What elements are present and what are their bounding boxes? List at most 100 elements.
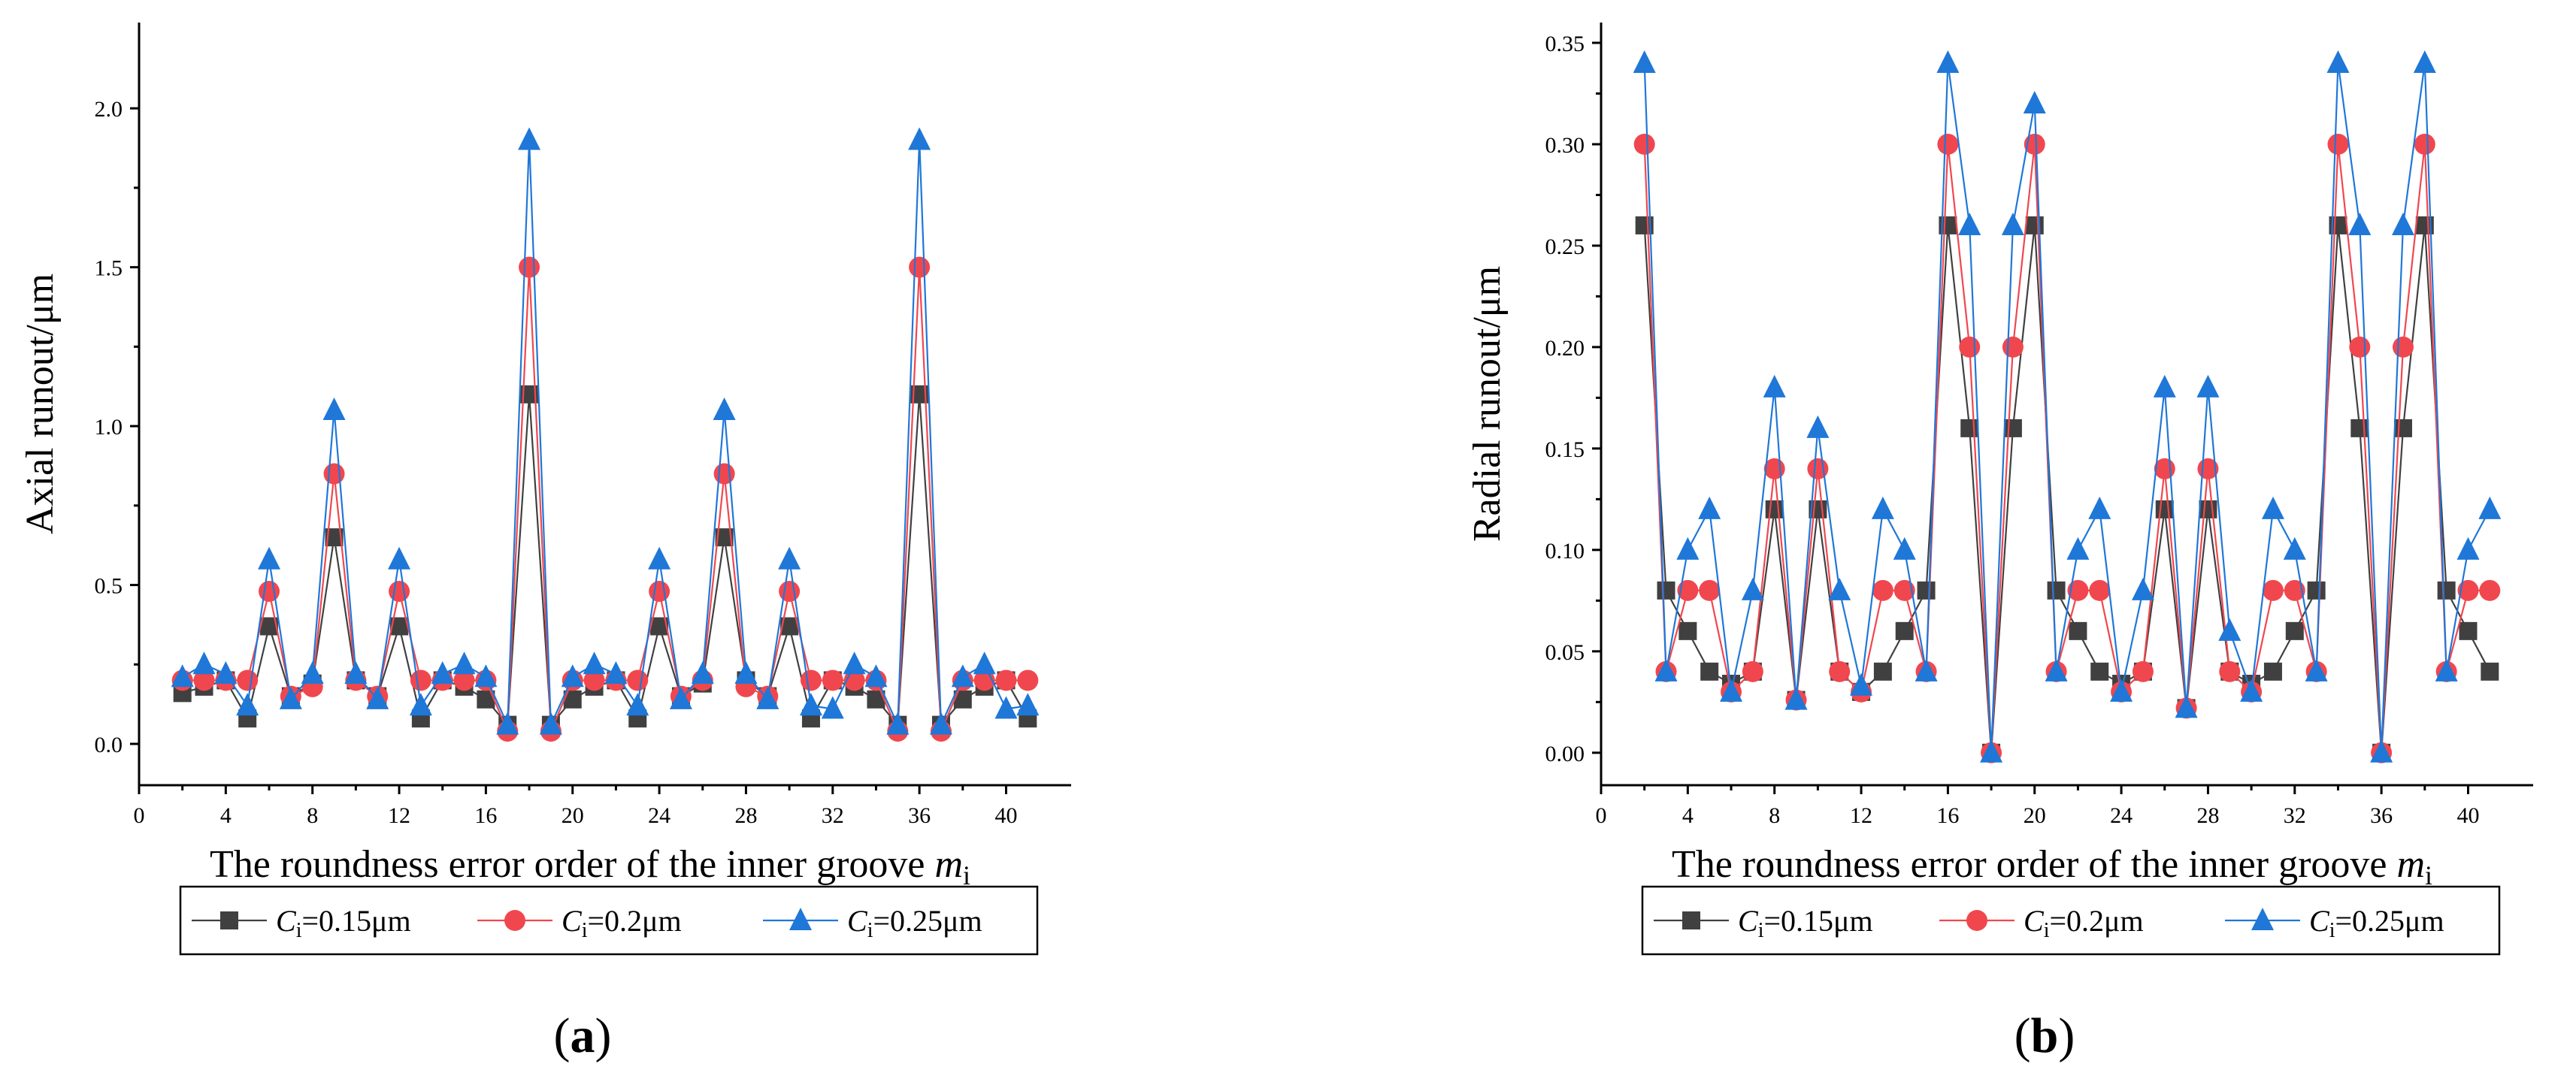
data-point-0 — [1895, 621, 1914, 640]
data-point-2 — [821, 696, 844, 719]
data-point-1 — [2067, 579, 2089, 601]
data-point-2 — [2240, 679, 2263, 702]
data-point-2 — [1698, 496, 1721, 519]
series-markers-0 — [1635, 216, 2499, 762]
data-point-2 — [2370, 739, 2393, 763]
legend-var: C — [1738, 904, 1759, 938]
data-point-1 — [519, 256, 540, 278]
legend-value: =0.25μm — [2335, 904, 2444, 938]
x-tick-label: 20 — [562, 803, 584, 828]
data-point-1 — [1017, 669, 1039, 691]
data-point-0 — [2481, 662, 2499, 681]
data-point-2 — [1806, 415, 1830, 438]
data-point-2 — [1741, 577, 1764, 600]
y-axis-title: Axial runout/μm — [19, 274, 62, 534]
data-point-1 — [995, 669, 1017, 691]
data-point-2 — [518, 127, 541, 150]
data-point-1 — [2392, 336, 2414, 358]
data-point-1 — [822, 669, 843, 691]
legend-var: C — [562, 904, 583, 938]
x-tick-label: 28 — [2196, 803, 2219, 828]
data-point-2 — [2066, 536, 2090, 560]
data-point-1 — [2327, 133, 2349, 155]
data-point-2 — [843, 651, 866, 675]
data-point-1 — [259, 581, 280, 603]
y-tick-label: 1.5 — [95, 256, 123, 281]
x-tick-label: 16 — [474, 803, 497, 828]
data-point-2 — [648, 546, 671, 570]
data-point-0 — [1960, 419, 1979, 437]
legend-var: C — [847, 904, 868, 938]
y-tick-label: 0.0 — [95, 733, 123, 757]
series-line-1 — [1643, 144, 2490, 753]
x-tick-label: 16 — [1936, 803, 1959, 828]
data-point-1 — [1959, 336, 1981, 358]
data-point-2 — [778, 546, 801, 570]
y-tick-label: 0.00 — [1545, 742, 1585, 766]
data-point-0 — [2459, 621, 2478, 640]
legend: Ci=0.15μm Ci=0.2μm Ci=0.25μm — [179, 885, 1039, 956]
legend-marker-1 — [1966, 910, 1987, 931]
series-line-2 — [1643, 62, 2491, 753]
data-point-2 — [626, 693, 649, 716]
y-tick-label: 0.15 — [1545, 437, 1585, 462]
data-point-2 — [2283, 536, 2306, 560]
data-point-1 — [713, 463, 735, 485]
data-point-2 — [756, 686, 779, 709]
data-point-2 — [1720, 679, 1743, 702]
legend-sub: i — [582, 919, 588, 942]
data-point-1 — [389, 581, 410, 603]
x-tick-label: 36 — [908, 803, 931, 828]
data-point-1 — [1829, 660, 1851, 682]
legend-var: C — [276, 904, 297, 938]
x-tick-label: 28 — [734, 803, 757, 828]
x-axis-title-text: The roundness error order of the inner g… — [210, 843, 935, 886]
data-point-1 — [2089, 579, 2111, 601]
legend-sub: i — [296, 919, 302, 942]
data-point-2 — [344, 660, 368, 684]
x-tick-label: 0 — [1596, 803, 1607, 828]
data-point-0 — [2285, 621, 2304, 640]
panel-b: 0 4 8 12 16 20 24 28 32 36 40 0.00 0.05 0.10 0.15 0.20 0… — [1466, 23, 2533, 1063]
data-point-2 — [2478, 496, 2502, 519]
y-axis-title: Radial runout/μm — [1466, 266, 1509, 542]
data-point-2 — [1893, 536, 1916, 560]
data-point-2 — [301, 660, 324, 684]
data-point-0 — [2350, 419, 2369, 437]
data-point-0 — [2437, 581, 2456, 600]
x-axis-title-sub: i — [2425, 860, 2432, 890]
data-point-2 — [951, 664, 974, 688]
data-point-2 — [192, 651, 216, 675]
data-point-2 — [2175, 695, 2198, 718]
data-point-2 — [214, 660, 238, 684]
x-tick-label: 0 — [134, 803, 145, 828]
legend-marker-2 — [2251, 908, 2274, 930]
legend-var: C — [2024, 904, 2045, 938]
panel-label-open: ( — [554, 1008, 571, 1063]
data-point-2 — [1936, 50, 1960, 73]
x-tick-label: 20 — [2024, 803, 2046, 828]
data-point-2 — [973, 651, 996, 675]
data-point-1 — [193, 669, 215, 691]
panel-label-letter: a — [571, 1008, 595, 1063]
y-tick-label: 0.35 — [1545, 32, 1585, 56]
data-point-2 — [474, 664, 498, 688]
data-point-2 — [453, 651, 476, 675]
legend-sub: i — [2044, 919, 2050, 942]
data-point-1 — [1893, 579, 1915, 601]
data-point-1 — [909, 256, 931, 278]
series-markers-2 — [1633, 50, 2502, 763]
x-axis-title-sub: i — [963, 860, 970, 890]
data-point-2 — [236, 693, 259, 716]
x-tick-label: 32 — [2284, 803, 2306, 828]
data-point-2 — [2456, 536, 2480, 560]
data-point-1 — [453, 669, 475, 691]
data-point-2 — [2110, 679, 2133, 702]
legend-marker-0 — [1682, 911, 1700, 929]
legend-label-2: Ci=0.25μm — [847, 904, 982, 942]
data-point-2 — [929, 712, 952, 735]
x-tick-label: 40 — [994, 803, 1017, 828]
data-point-1 — [2262, 579, 2284, 601]
data-point-1 — [1677, 579, 1699, 601]
